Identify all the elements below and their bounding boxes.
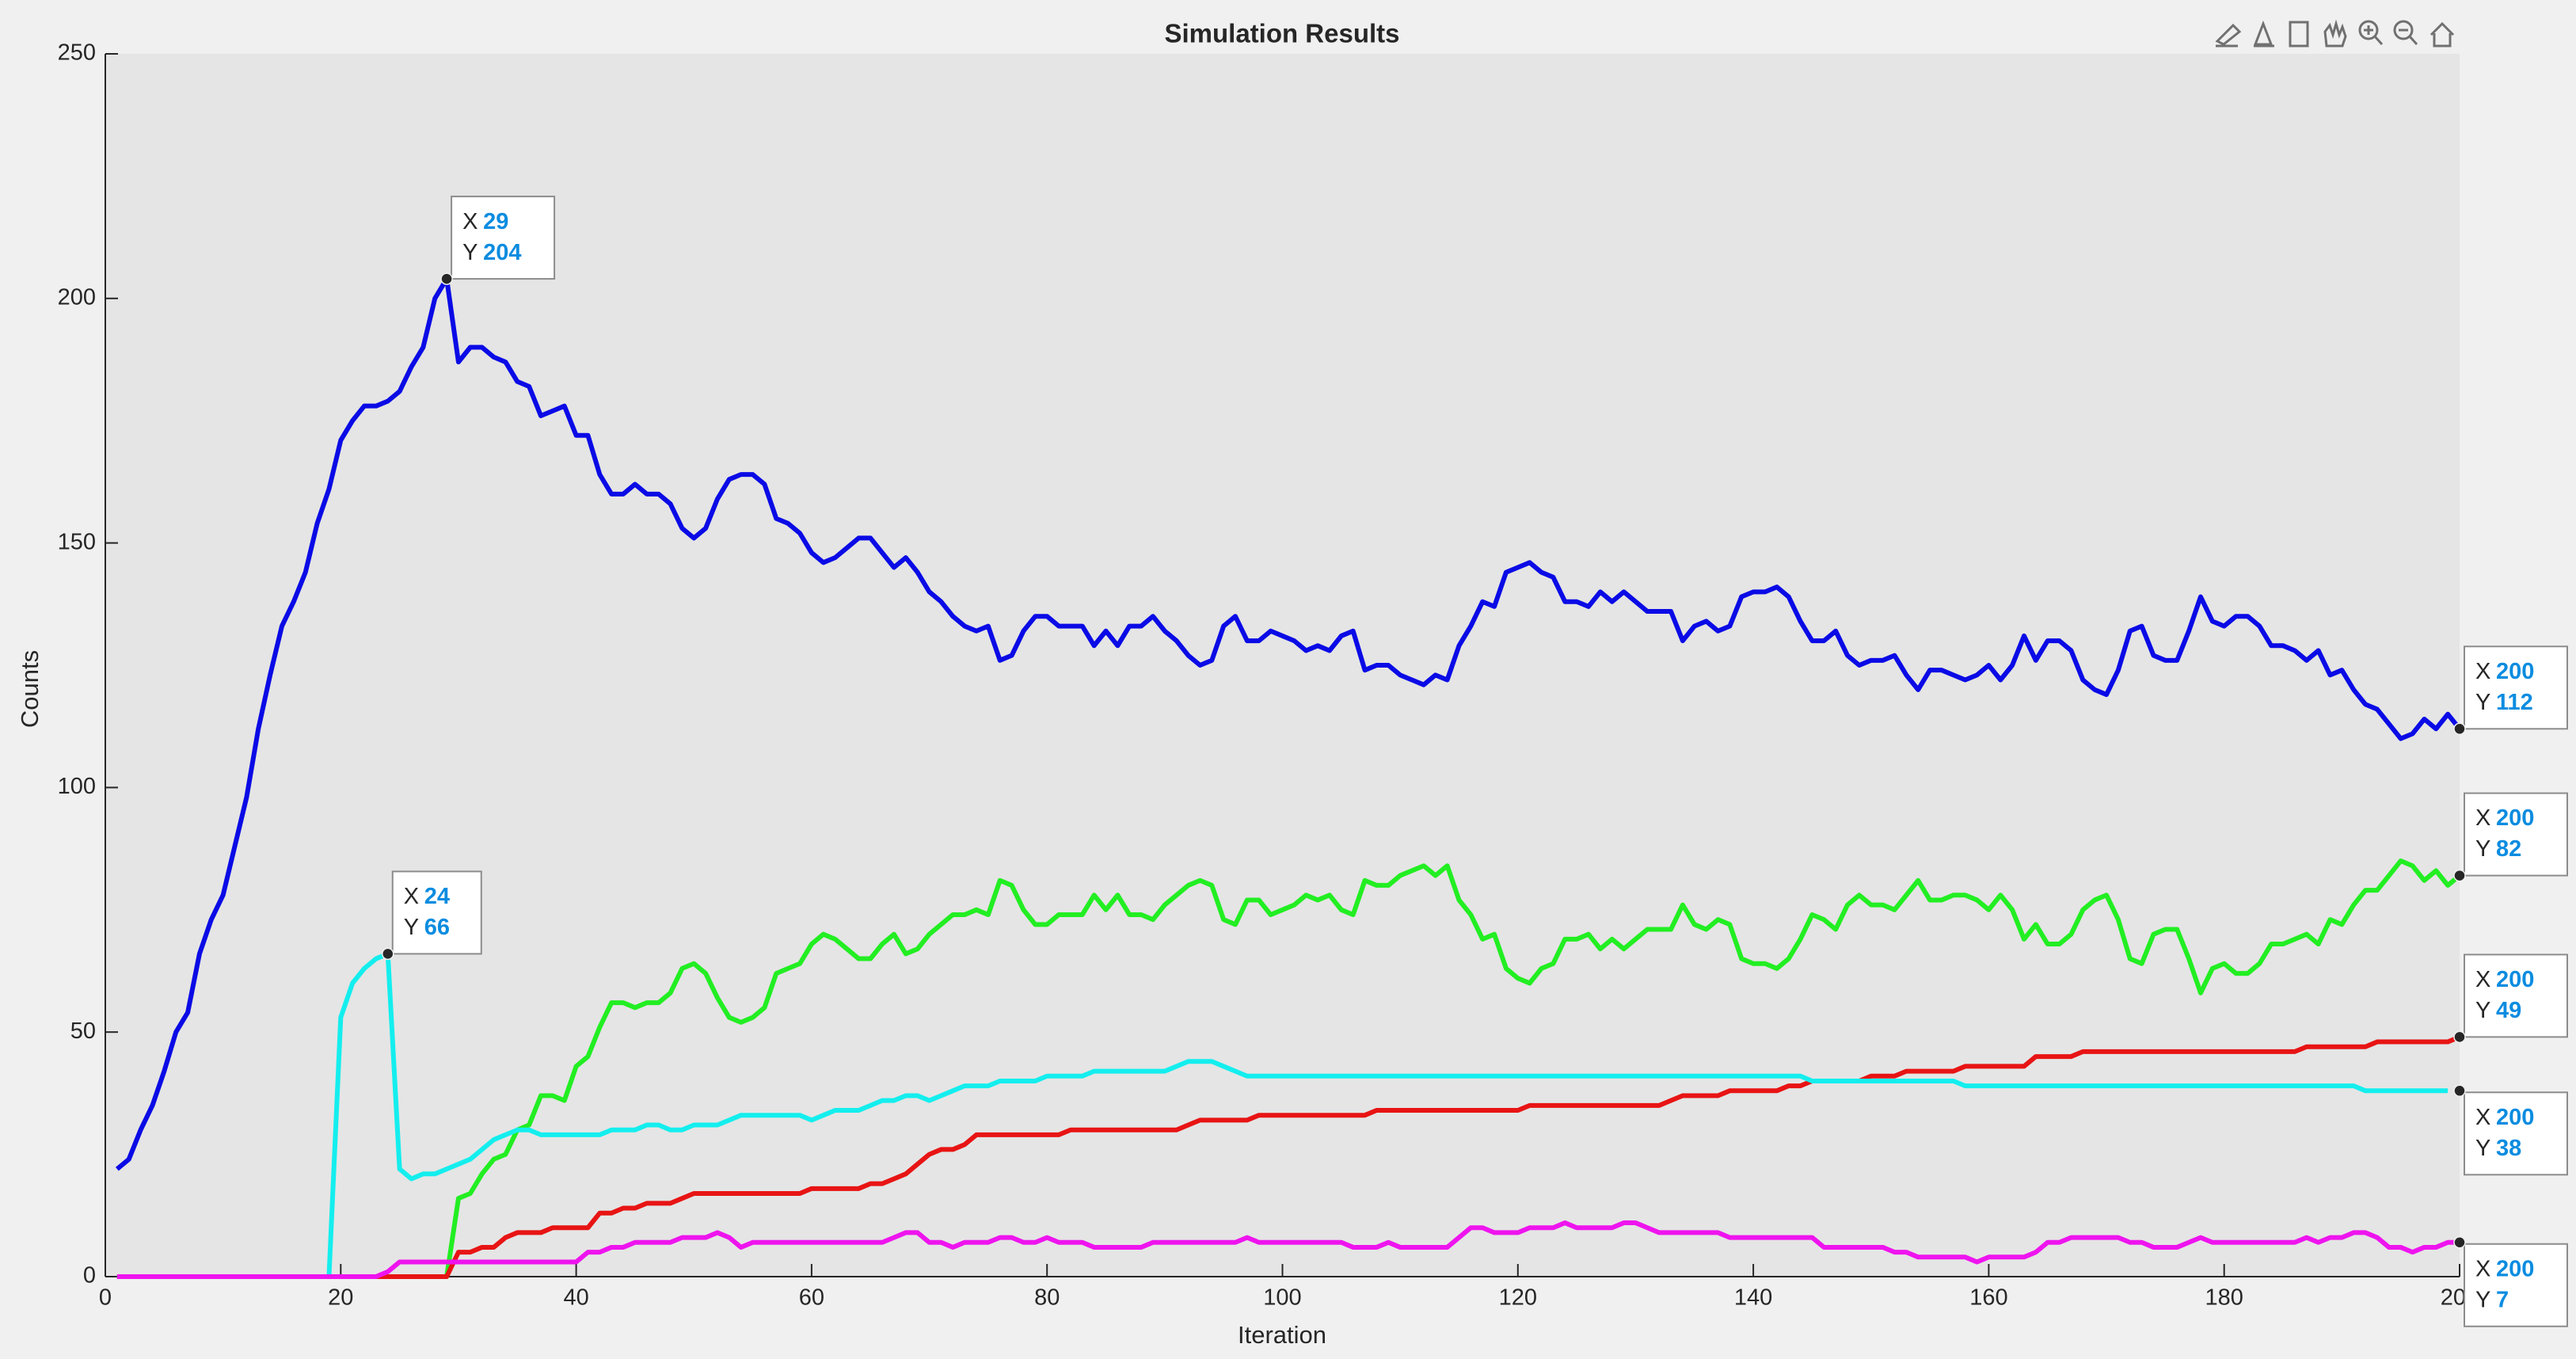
datatip-x-value: 200 — [2496, 967, 2534, 992]
y-tick-label: 250 — [58, 40, 96, 66]
datatip-marker — [2453, 1084, 2466, 1098]
datatip-x-key: X — [2475, 1256, 2490, 1281]
series-line — [116, 858, 2461, 1279]
datatip-box — [391, 870, 482, 955]
x-tick-label: 180 — [2205, 1285, 2243, 1311]
x-tick-label: 60 — [799, 1285, 824, 1311]
toolbar-icon[interactable] — [2430, 21, 2455, 48]
x-tick-label: 100 — [1263, 1285, 1301, 1311]
axes-toolbar[interactable] — [2215, 19, 2455, 48]
toolbar-icon[interactable] — [2289, 21, 2309, 48]
datatip-box — [2464, 954, 2568, 1038]
toolbar-icon[interactable] — [2323, 19, 2347, 48]
x-axis-label: Iteration — [1238, 1321, 1326, 1349]
x-tick-label: 140 — [1734, 1285, 1772, 1311]
axes: 0 50 100 150 200 250 0 20 40 60 80 100 120 140 160 180 2… — [58, 40, 2479, 1311]
datatip-y-key: Y — [2475, 690, 2490, 715]
x-tick-label: 160 — [1969, 1285, 2007, 1311]
toolbar-icon[interactable] — [2364, 25, 2384, 46]
datatip-box — [451, 196, 556, 280]
datatip-y-value: 82 — [2496, 836, 2521, 862]
datatip-y-key: Y — [2475, 998, 2490, 1023]
datatip-box — [2464, 792, 2568, 877]
datatip-x-value: 200 — [2496, 1105, 2534, 1130]
series-line — [116, 1034, 2461, 1279]
datatip-y-value: 66 — [424, 915, 450, 940]
datatip-x-value: 29 — [483, 209, 508, 234]
y-tick-label: 100 — [58, 774, 96, 799]
datatip-marker — [382, 947, 394, 961]
datatip-marker — [440, 272, 453, 285]
datatip-y-value: 112 — [2496, 690, 2533, 715]
datatip-y-key: Y — [2475, 836, 2490, 862]
datatip-y-value: 7 — [2496, 1287, 2509, 1312]
datatip-y-value: 49 — [2496, 998, 2521, 1023]
series-line — [116, 951, 2449, 1279]
toolbar-icon[interactable] — [2215, 23, 2242, 48]
datatip-box — [2464, 1243, 2568, 1327]
datatip-y-value: 204 — [483, 240, 521, 265]
datatip-x-key: X — [404, 884, 419, 909]
y-tick-label: 0 — [83, 1263, 96, 1289]
datatip-x-value: 200 — [2496, 805, 2534, 831]
series-line — [116, 1220, 2460, 1279]
x-tick-label: 40 — [563, 1285, 588, 1311]
datatip-x-key: X — [2475, 805, 2490, 831]
chart-title: Simulation Results — [1164, 19, 1399, 48]
toolbar-icon[interactable] — [2358, 20, 2379, 40]
datatip-x-value: 200 — [2496, 659, 2534, 684]
datatip-marker — [2453, 1030, 2466, 1044]
datatip-y-key: Y — [2475, 1136, 2490, 1161]
y-axis-label: Counts — [16, 650, 44, 728]
datatip-y-key: Y — [462, 240, 478, 265]
x-tick-label: 120 — [1499, 1285, 1537, 1311]
datatip-y-value: 38 — [2496, 1136, 2521, 1161]
y-tick-label: 50 — [70, 1018, 96, 1044]
y-tick-label: 150 — [58, 529, 96, 554]
datatip-marker — [2453, 722, 2466, 736]
x-tick-label: 80 — [1034, 1285, 1060, 1311]
x-tick-label: 20 — [328, 1285, 353, 1311]
datatip-marker — [2453, 869, 2466, 882]
series-line — [115, 276, 2462, 1171]
datatip-y-key: Y — [2475, 1287, 2490, 1312]
datatip-x-value: 24 — [424, 884, 450, 909]
toolbar-icon[interactable] — [2393, 20, 2414, 40]
toolbar-icon[interactable] — [2399, 29, 2418, 46]
toolbar-icon[interactable] — [2253, 20, 2274, 48]
datatip-x-key: X — [2475, 1105, 2490, 1130]
datatip-x-key: X — [2475, 967, 2490, 992]
datatip-x-key: X — [2475, 659, 2490, 684]
datatip-x-value: 200 — [2496, 1256, 2534, 1281]
datatip-x-key: X — [462, 209, 478, 234]
datatip-y-key: Y — [404, 915, 419, 940]
datatip-marker — [2453, 1236, 2466, 1249]
x-tick-label: 0 — [99, 1285, 112, 1311]
datatip-box — [2464, 1091, 2568, 1176]
y-tick-label: 200 — [58, 284, 96, 310]
datatip-box — [2464, 645, 2568, 730]
